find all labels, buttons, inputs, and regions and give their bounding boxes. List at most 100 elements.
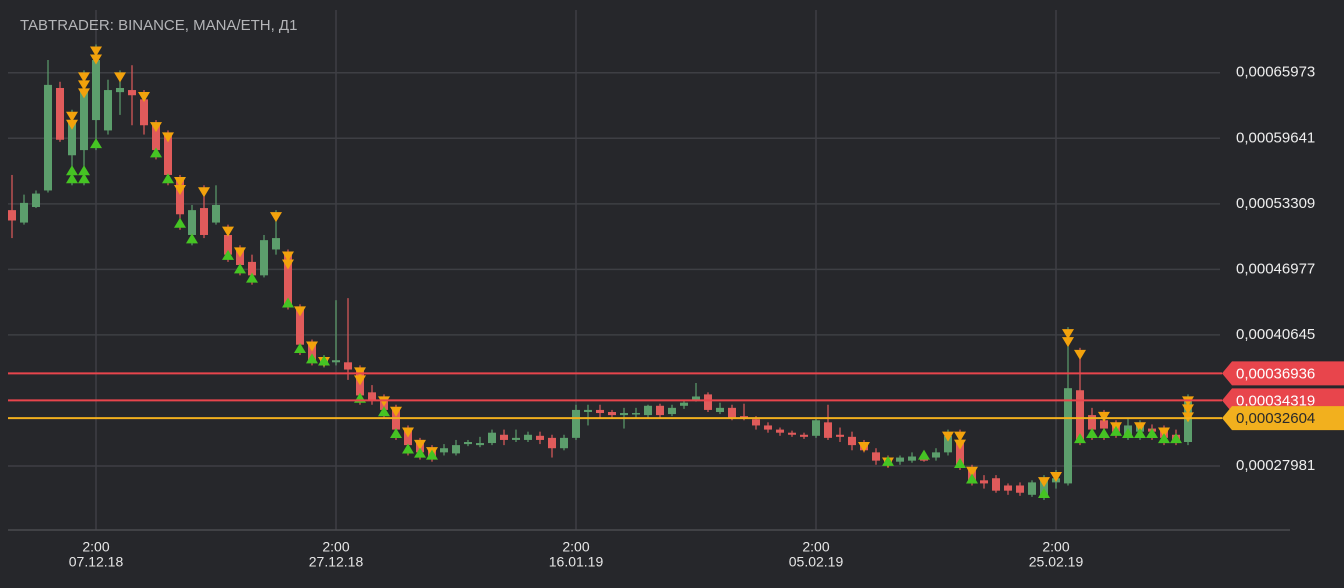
x-tick-time: 2:00 bbox=[82, 539, 109, 555]
sell-signal bbox=[78, 88, 90, 99]
buy-signal bbox=[78, 165, 90, 176]
y-tick-label: 0,00065973 bbox=[1236, 64, 1315, 81]
buy-signal bbox=[378, 406, 390, 417]
price-level-label: 0,00036936 bbox=[1236, 365, 1315, 382]
candle-body bbox=[776, 429, 784, 433]
buy-signal bbox=[246, 272, 258, 283]
x-tick-time: 2:00 bbox=[802, 539, 829, 555]
sell-signal bbox=[1134, 422, 1146, 433]
candle-body bbox=[896, 457, 904, 462]
sell-signal bbox=[78, 80, 90, 91]
sell-signal bbox=[282, 251, 294, 262]
sell-signal bbox=[390, 406, 402, 417]
candle-body bbox=[908, 456, 916, 461]
sell-signal bbox=[162, 132, 174, 143]
sell-signal bbox=[306, 341, 318, 352]
buy-signal bbox=[918, 449, 930, 460]
price-level-tag bbox=[1222, 361, 1344, 386]
candle-body bbox=[92, 60, 100, 121]
candle-body bbox=[560, 437, 568, 449]
buy-signal bbox=[402, 443, 414, 454]
y-tick-label: 0,00040645 bbox=[1236, 326, 1315, 343]
candle-body bbox=[980, 480, 988, 484]
buy-signal bbox=[966, 473, 978, 484]
candle-body bbox=[680, 402, 688, 406]
candle-body bbox=[692, 396, 700, 400]
candle-body bbox=[1016, 485, 1024, 493]
buy-signal bbox=[1086, 427, 1098, 438]
sell-signal bbox=[354, 375, 366, 386]
candle-body bbox=[644, 405, 652, 416]
x-tick-label: 05.02.19 bbox=[789, 554, 844, 570]
candle-body bbox=[248, 261, 256, 276]
candle-body bbox=[1088, 415, 1096, 430]
sell-signal bbox=[1158, 427, 1170, 438]
candle-body bbox=[152, 125, 160, 151]
candle-body bbox=[20, 202, 28, 223]
candle-body bbox=[476, 443, 484, 446]
chart-title: TABTRADER: BINANCE, MANA/ETH, Д1 bbox=[20, 17, 297, 34]
buy-signal bbox=[882, 455, 894, 466]
buy-signal bbox=[294, 343, 306, 354]
sell-signal bbox=[942, 431, 954, 442]
candle-body bbox=[212, 204, 220, 223]
candle-body bbox=[1028, 482, 1036, 495]
price-level-label: 0,00032604 bbox=[1236, 410, 1315, 427]
candle-body bbox=[584, 409, 592, 412]
sell-signal bbox=[90, 54, 102, 65]
buy-signal bbox=[150, 147, 162, 158]
axes: 0,00065973 0,00059641 0,00053309 0,00046977… bbox=[69, 64, 1344, 570]
sell-signal bbox=[198, 187, 210, 198]
sell-signal bbox=[1182, 404, 1194, 415]
candle-body bbox=[764, 425, 772, 430]
buy-signal bbox=[306, 353, 318, 364]
candle-body bbox=[596, 409, 604, 414]
candle-body bbox=[452, 445, 460, 454]
candle-body bbox=[296, 309, 304, 345]
y-tick-label: 0,00046977 bbox=[1236, 260, 1315, 277]
sell-signal bbox=[402, 427, 414, 438]
buy-signal bbox=[426, 449, 438, 460]
candle-body bbox=[200, 208, 208, 235]
sell-signal bbox=[1050, 471, 1062, 482]
buy-signal bbox=[1134, 427, 1146, 438]
candle-body bbox=[716, 407, 724, 412]
sell-signal bbox=[90, 46, 102, 57]
sell-signal bbox=[114, 72, 126, 83]
buy-signal bbox=[1074, 433, 1086, 444]
sell-signal bbox=[954, 439, 966, 450]
candle-body bbox=[176, 180, 184, 215]
candle-body bbox=[824, 422, 832, 438]
plot bbox=[8, 44, 1222, 500]
candle-body bbox=[752, 419, 760, 426]
candle-body bbox=[668, 407, 676, 415]
candle-body bbox=[572, 409, 580, 438]
sell-signal bbox=[150, 122, 162, 133]
candle-body bbox=[536, 435, 544, 440]
sell-signal bbox=[66, 111, 78, 122]
candle-body bbox=[56, 87, 64, 140]
candle-body bbox=[620, 413, 628, 416]
sell-signal bbox=[966, 466, 978, 477]
candle-body bbox=[1064, 388, 1072, 484]
buy-signal bbox=[390, 427, 402, 438]
price-level-tag bbox=[1222, 406, 1344, 431]
candle-body bbox=[788, 432, 796, 435]
price-level-label: 0,00034319 bbox=[1236, 392, 1315, 409]
candle-body bbox=[800, 434, 808, 437]
candle-body bbox=[8, 210, 16, 221]
buy-signal bbox=[1110, 425, 1122, 436]
candle-body bbox=[140, 99, 148, 126]
candle-body bbox=[44, 84, 52, 191]
buy-signal bbox=[234, 263, 246, 274]
sell-signal bbox=[954, 431, 966, 442]
candle-body bbox=[488, 432, 496, 444]
sell-signal bbox=[1062, 337, 1074, 348]
buy-signal bbox=[1122, 427, 1134, 438]
candle-body bbox=[1100, 420, 1108, 429]
candle-body bbox=[548, 437, 556, 449]
candle-body bbox=[608, 411, 616, 416]
y-tick-label: 0,00027981 bbox=[1236, 457, 1315, 474]
